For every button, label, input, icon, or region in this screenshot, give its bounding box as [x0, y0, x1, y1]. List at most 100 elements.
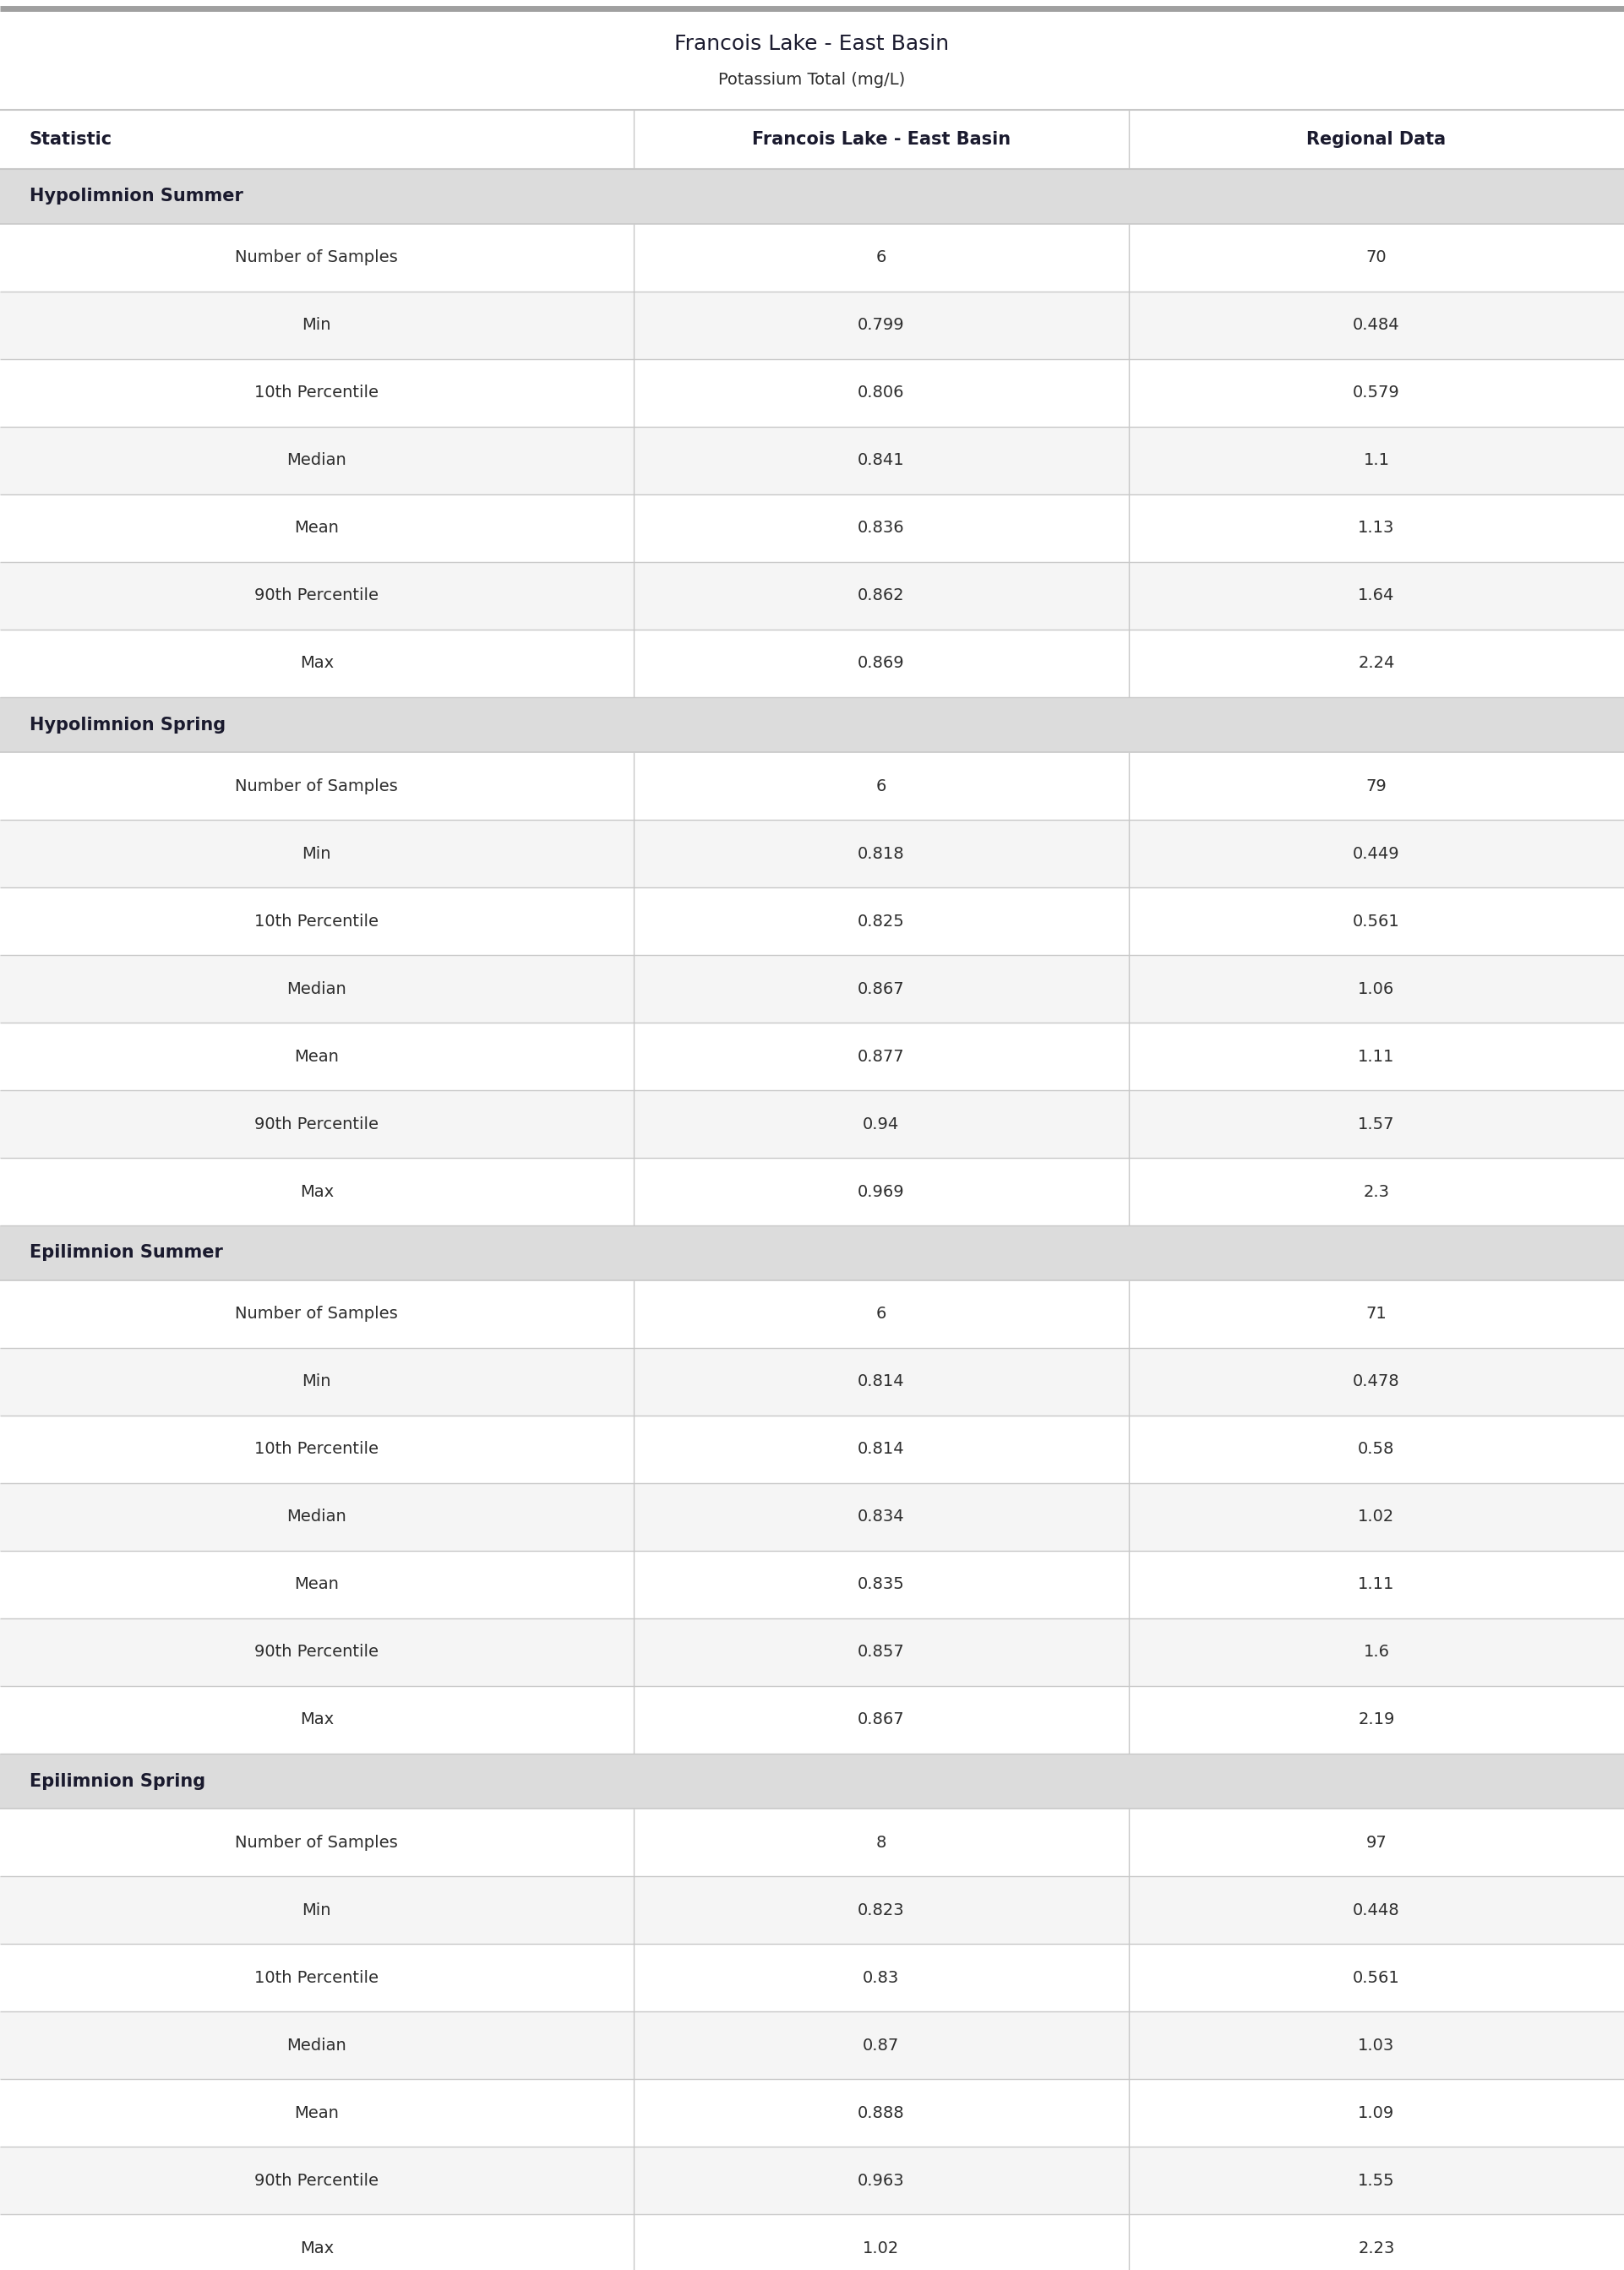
Text: Median: Median [287, 981, 346, 997]
Text: 0.836: 0.836 [857, 520, 905, 536]
Text: Mean: Mean [294, 1578, 339, 1594]
Text: 90th Percentile: 90th Percentile [255, 588, 378, 604]
Text: 2.24: 2.24 [1358, 656, 1395, 672]
Text: 0.83: 0.83 [862, 1970, 900, 1986]
Text: 0.867: 0.867 [857, 981, 905, 997]
Text: Regional Data: Regional Data [1307, 132, 1445, 148]
Text: 1.11: 1.11 [1358, 1578, 1395, 1594]
Bar [0, 2079, 1624, 2147]
Text: 1.55: 1.55 [1358, 2172, 1395, 2188]
Bar [0, 168, 1624, 225]
Text: 90th Percentile: 90th Percentile [255, 1643, 378, 1659]
Bar [0, 225, 1624, 291]
Text: 6: 6 [875, 779, 887, 794]
Text: 0.94: 0.94 [862, 1117, 900, 1133]
Text: Potassium Total (mg/L): Potassium Total (mg/L) [718, 70, 906, 89]
Text: Mean: Mean [294, 1049, 339, 1065]
Text: 1.6: 1.6 [1363, 1643, 1390, 1659]
Text: 1.11: 1.11 [1358, 1049, 1395, 1065]
Text: 0.806: 0.806 [857, 386, 905, 402]
Text: 2.3: 2.3 [1363, 1183, 1390, 1199]
Bar [0, 1416, 1624, 1482]
Text: 10th Percentile: 10th Percentile [255, 1441, 378, 1457]
Bar [0, 1943, 1624, 2011]
Bar [0, 109, 1624, 168]
Bar [0, 359, 1624, 427]
Bar [0, 9, 1624, 109]
Text: 1.03: 1.03 [1358, 2036, 1395, 2054]
Text: 0.823: 0.823 [857, 1902, 905, 1918]
Text: 0.814: 0.814 [857, 1373, 905, 1389]
Text: 2.23: 2.23 [1358, 2240, 1395, 2256]
Text: 1.64: 1.64 [1358, 588, 1395, 604]
Text: 8: 8 [875, 1834, 887, 1850]
Text: 2.19: 2.19 [1358, 1712, 1395, 1727]
Text: 0.799: 0.799 [857, 318, 905, 334]
Text: 0.818: 0.818 [857, 844, 905, 863]
Text: 0.825: 0.825 [857, 913, 905, 928]
Bar [0, 1550, 1624, 1619]
Text: 1.09: 1.09 [1358, 2104, 1395, 2120]
Text: Number of Samples: Number of Samples [235, 779, 398, 794]
Text: Epilimnion Summer: Epilimnion Summer [29, 1244, 222, 1262]
Text: 70: 70 [1366, 250, 1387, 266]
Bar [0, 1877, 1624, 1943]
Text: 1.57: 1.57 [1358, 1117, 1395, 1133]
Text: Max: Max [300, 2240, 333, 2256]
Text: 10th Percentile: 10th Percentile [255, 386, 378, 402]
Text: 1.13: 1.13 [1358, 520, 1395, 536]
Text: 0.448: 0.448 [1353, 1902, 1400, 1918]
Text: 0.877: 0.877 [857, 1049, 905, 1065]
Text: Median: Median [287, 1510, 346, 1525]
Bar [0, 2213, 1624, 2270]
Bar [0, 697, 1624, 751]
Bar [0, 1348, 1624, 1416]
Text: 1.1: 1.1 [1363, 452, 1390, 468]
Text: 0.862: 0.862 [857, 588, 905, 604]
Bar [0, 495, 1624, 563]
Text: Epilimnion Spring: Epilimnion Spring [29, 1773, 205, 1789]
Bar [0, 819, 1624, 888]
Text: 0.869: 0.869 [857, 656, 905, 672]
Text: Number of Samples: Number of Samples [235, 1834, 398, 1850]
Bar [0, 1226, 1624, 1280]
Text: Hypolimnion Summer: Hypolimnion Summer [29, 188, 244, 204]
Bar [0, 1755, 1624, 1809]
Text: 0.963: 0.963 [857, 2172, 905, 2188]
Bar [0, 1809, 1624, 1877]
Text: Min: Min [302, 1902, 331, 1918]
Text: 10th Percentile: 10th Percentile [255, 913, 378, 928]
Text: 90th Percentile: 90th Percentile [255, 1117, 378, 1133]
Bar [0, 751, 1624, 819]
Bar [0, 1482, 1624, 1550]
Text: 79: 79 [1366, 779, 1387, 794]
Text: 0.561: 0.561 [1353, 1970, 1400, 1986]
Bar [0, 629, 1624, 697]
Text: 0.835: 0.835 [857, 1578, 905, 1594]
Text: Mean: Mean [294, 2104, 339, 2120]
Text: 10th Percentile: 10th Percentile [255, 1970, 378, 1986]
Text: 0.814: 0.814 [857, 1441, 905, 1457]
Bar [0, 956, 1624, 1022]
Text: 1.02: 1.02 [862, 2240, 900, 2256]
Text: Number of Samples: Number of Samples [235, 1305, 398, 1321]
Text: Min: Min [302, 318, 331, 334]
Text: Min: Min [302, 844, 331, 863]
Text: 0.87: 0.87 [862, 2036, 900, 2054]
Bar [0, 1022, 1624, 1090]
Text: Francois Lake - East Basin: Francois Lake - East Basin [752, 132, 1010, 148]
Text: 0.969: 0.969 [857, 1183, 905, 1199]
Bar [0, 2011, 1624, 2079]
Text: Median: Median [287, 2036, 346, 2054]
Text: 0.867: 0.867 [857, 1712, 905, 1727]
Text: Francois Lake - East Basin: Francois Lake - East Basin [674, 34, 950, 54]
Text: 0.58: 0.58 [1358, 1441, 1395, 1457]
Bar [0, 427, 1624, 495]
Text: Median: Median [287, 452, 346, 468]
Text: 0.449: 0.449 [1353, 844, 1400, 863]
Text: Hypolimnion Spring: Hypolimnion Spring [29, 717, 226, 733]
Text: 97: 97 [1366, 1834, 1387, 1850]
Text: 0.484: 0.484 [1353, 318, 1400, 334]
Text: Max: Max [300, 1183, 333, 1199]
Text: Max: Max [300, 1712, 333, 1727]
